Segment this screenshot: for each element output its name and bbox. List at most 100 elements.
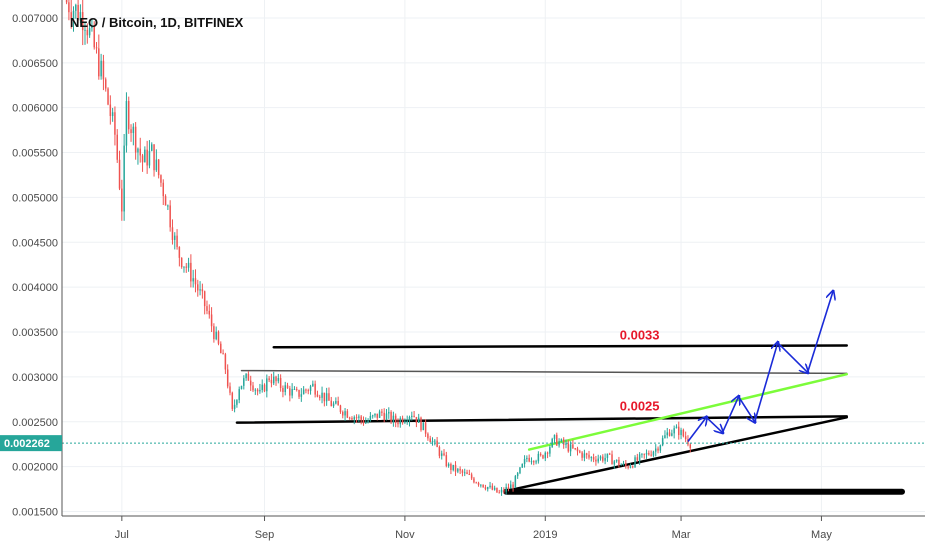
candle-body bbox=[652, 451, 655, 456]
candle-body bbox=[353, 417, 356, 420]
candle-body bbox=[473, 478, 475, 483]
candle-body bbox=[162, 182, 165, 197]
candle-body bbox=[581, 452, 583, 458]
candle-body bbox=[629, 466, 632, 468]
candle-body bbox=[134, 126, 137, 153]
candle-body bbox=[454, 464, 457, 472]
candle-body bbox=[91, 26, 93, 29]
candle-body bbox=[268, 378, 270, 380]
current-price-badge-bg bbox=[0, 435, 62, 452]
candle-body bbox=[88, 28, 91, 36]
candle-body bbox=[169, 205, 171, 228]
candle-body bbox=[104, 79, 107, 89]
candle-body bbox=[675, 426, 678, 429]
y-tick-label: 0.006500 bbox=[12, 58, 58, 70]
candle-body bbox=[440, 453, 443, 456]
candle-body bbox=[539, 453, 542, 456]
candle-body bbox=[604, 457, 606, 461]
candle-body bbox=[498, 492, 501, 494]
candle-body bbox=[254, 389, 257, 391]
candle-body bbox=[468, 474, 471, 476]
candle-body bbox=[590, 457, 593, 459]
candle-body bbox=[572, 444, 574, 449]
y-tick-label: 0.002000 bbox=[12, 462, 58, 474]
candle-body bbox=[535, 461, 537, 463]
candle-body bbox=[406, 421, 408, 423]
candle-body bbox=[486, 487, 489, 490]
candle-body bbox=[383, 412, 385, 420]
candle-body bbox=[192, 278, 194, 282]
candle-body bbox=[615, 459, 618, 462]
candle-body bbox=[114, 112, 116, 135]
candle-body bbox=[160, 175, 162, 183]
grid bbox=[62, 0, 925, 516]
candle-body bbox=[286, 385, 289, 389]
price-annotation: 0.0025 bbox=[620, 398, 660, 413]
candle-body bbox=[424, 422, 427, 434]
candle-body bbox=[226, 369, 229, 387]
candle-body bbox=[151, 144, 153, 151]
projection-arrow bbox=[705, 416, 722, 432]
candle-body bbox=[475, 482, 477, 484]
candle-body bbox=[68, 2, 70, 13]
candle-body bbox=[576, 448, 579, 452]
projection-arrow bbox=[753, 343, 778, 422]
candle-body bbox=[210, 314, 213, 327]
candle-body bbox=[496, 487, 498, 493]
candle-body bbox=[560, 439, 563, 442]
candle-body bbox=[307, 390, 309, 392]
candle-body bbox=[116, 134, 118, 160]
candle-body bbox=[305, 389, 307, 391]
candle-body bbox=[452, 464, 454, 470]
candle-body bbox=[438, 447, 441, 456]
candle-body bbox=[302, 389, 305, 395]
candle-body bbox=[549, 447, 551, 454]
candle-body bbox=[233, 404, 236, 409]
trend-line-green bbox=[527, 372, 849, 451]
candle-body bbox=[215, 331, 217, 340]
y-tick-label: 0.006000 bbox=[12, 103, 58, 115]
y-tick-label: 0.005000 bbox=[12, 192, 58, 204]
candle-body bbox=[484, 487, 487, 490]
candle-body bbox=[648, 452, 650, 455]
candle-body bbox=[100, 60, 102, 77]
candle-body bbox=[279, 378, 282, 389]
current-price-label: 0.002262 bbox=[4, 438, 50, 450]
candle-body bbox=[415, 416, 418, 423]
y-tick-label: 0.001500 bbox=[12, 507, 58, 519]
candle-body bbox=[132, 126, 135, 134]
candle-body bbox=[592, 457, 595, 460]
candle-body bbox=[514, 476, 517, 488]
candle-body bbox=[190, 262, 192, 282]
y-tick-label: 0.005500 bbox=[12, 148, 58, 160]
candle-body bbox=[127, 101, 130, 130]
candle-body bbox=[533, 461, 535, 463]
candle-body bbox=[542, 455, 544, 459]
candle-body bbox=[330, 400, 333, 407]
candle-body bbox=[436, 440, 438, 448]
candle-body bbox=[360, 416, 362, 420]
candle-body bbox=[408, 417, 411, 422]
candle-body bbox=[512, 484, 514, 488]
candle-body bbox=[111, 112, 114, 117]
candle-body bbox=[507, 487, 510, 489]
candle-body bbox=[339, 405, 342, 412]
candle-body bbox=[528, 457, 530, 462]
candle-body bbox=[631, 466, 634, 468]
candle-body bbox=[249, 380, 252, 386]
candle-body bbox=[277, 378, 280, 382]
candle-body bbox=[256, 389, 259, 392]
candle-body bbox=[445, 455, 448, 467]
candle-body bbox=[323, 392, 326, 402]
candle-body bbox=[185, 266, 188, 268]
x-tick-label: 2019 bbox=[533, 529, 557, 541]
candle-body bbox=[376, 413, 379, 418]
candle-body bbox=[153, 144, 155, 171]
candle-body bbox=[597, 458, 599, 462]
candle-body bbox=[238, 389, 240, 401]
candle-body bbox=[574, 448, 576, 450]
candle-body bbox=[351, 418, 353, 420]
candle-body bbox=[371, 415, 374, 417]
candle-body bbox=[466, 472, 468, 475]
